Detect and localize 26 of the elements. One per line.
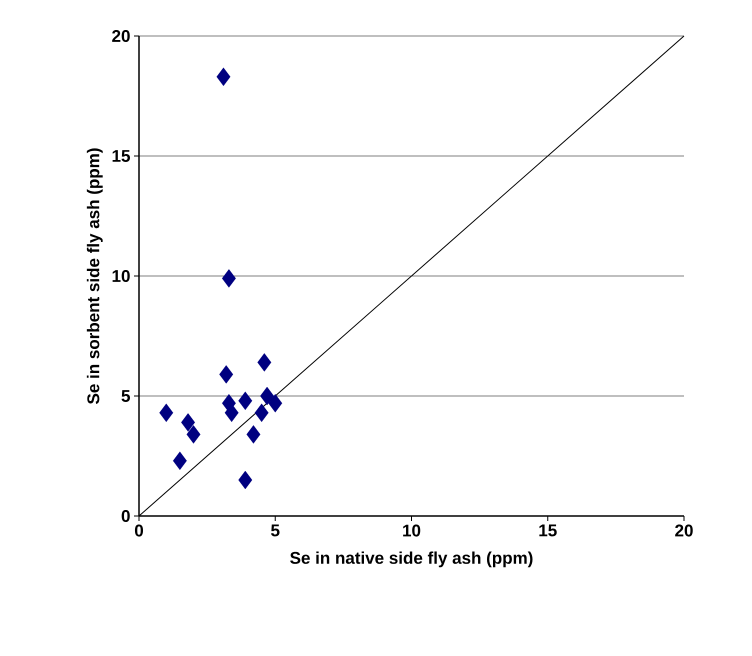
y-tick-label: 0 <box>122 510 130 522</box>
y-axis-title: Se in sorbent side fly ash (ppm) <box>86 148 103 404</box>
x-tick-label: 20 <box>675 524 693 537</box>
y-tick-label: 5 <box>122 390 130 402</box>
y-tick-label: 10 <box>112 270 130 282</box>
point <box>260 386 274 406</box>
point <box>186 425 200 444</box>
y-tick-label: 15 <box>112 150 130 162</box>
point <box>181 413 195 432</box>
x-axis-title: Se in native side fly ash (ppm) <box>290 551 533 568</box>
point <box>246 425 260 444</box>
point <box>238 470 252 490</box>
y-tick-label: 20 <box>112 30 130 42</box>
point <box>268 394 282 412</box>
x-tick-label: 5 <box>271 524 280 536</box>
point <box>219 365 234 384</box>
point <box>238 392 252 410</box>
point <box>172 452 187 470</box>
x-tick-label: 15 <box>539 524 557 536</box>
point <box>222 269 236 288</box>
point <box>159 404 174 422</box>
x-tick-label: 10 <box>403 524 420 537</box>
point <box>216 68 230 86</box>
point <box>254 404 269 422</box>
point <box>257 353 272 372</box>
x-tick-label: 0 <box>134 524 144 537</box>
